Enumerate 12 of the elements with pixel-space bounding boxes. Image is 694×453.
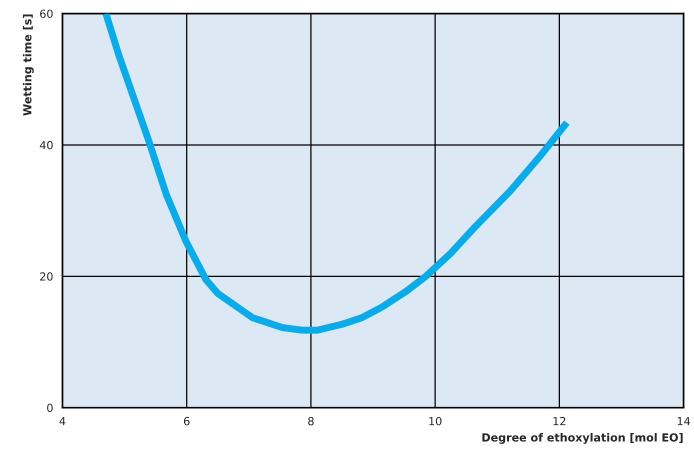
x-tick-label: 6 [184, 416, 190, 426]
x-axis-title: Degree of ethoxylation [mol EO] [482, 433, 683, 444]
y-tick-label: 20 [40, 272, 53, 281]
y-tick-label: 0 [47, 404, 53, 412]
x-tick-label: 14 [678, 417, 690, 426]
y-axis-title: Wetting time [s] [22, 14, 34, 116]
y-tick-label: 40 [40, 140, 53, 150]
x-tick-label: 4 [59, 417, 66, 426]
x-tick-label: 8 [308, 416, 314, 426]
y-tick-label: 60 [40, 10, 53, 18]
x-tick-label: 12 [554, 416, 566, 426]
x-tick-label: 10 [429, 416, 442, 426]
